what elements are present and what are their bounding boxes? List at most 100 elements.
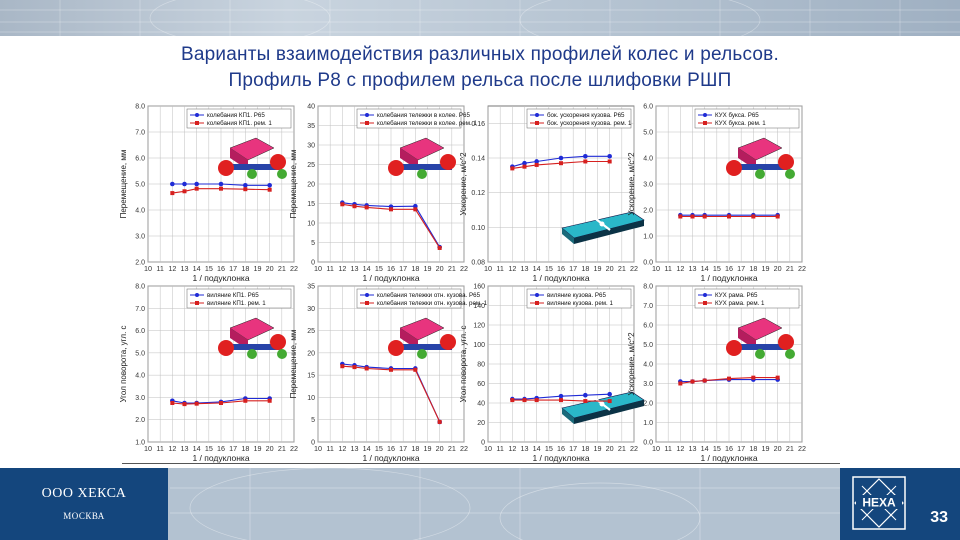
x-tick-label: 21 [786,444,794,453]
y-tick-label: 0 [311,440,315,447]
x-tick-label: 11 [326,444,333,453]
x-tick-label: 16 [387,444,395,453]
x-axis-label: 1 / подуклонка [532,453,589,463]
y-tick-label: 20 [307,182,315,189]
x-axis-label: 1 / подуклонка [192,273,249,283]
inset-car-body-picture [561,391,645,424]
bogie-wheel-hub [417,169,427,179]
x-tick-label: 21 [618,264,626,273]
x-tick-label: 18 [749,444,757,453]
y-tick-label: 0.10 [471,225,485,232]
series-2-point [690,214,695,219]
x-tick-label: 20 [436,264,444,273]
legend-entry-label: бок. ускорения кузова. рем. 1 [547,120,632,127]
x-tick-label: 10 [144,264,152,273]
series-1-point [170,181,175,187]
bogie-wheel-left [726,160,742,176]
series-2-point [522,164,527,169]
legend: колебания тележки в колее. Р65колебания … [356,108,477,129]
y-tick-label: 4.0 [643,156,653,163]
y-tick-label: 3.0 [135,395,145,402]
series-2-point [364,205,369,210]
x-tick-label: 21 [786,264,794,273]
legend-box [356,108,462,129]
x-tick-label: 20 [606,444,614,453]
x-tick-label: 22 [290,264,298,273]
x-tick-label: 15 [205,444,213,453]
legend-swatch-marker [535,301,539,305]
x-tick-label: 22 [290,444,298,453]
series-2-point [267,187,272,192]
y-tick-label: 0.0 [643,440,653,447]
x-tick-label: 11 [496,264,503,273]
x-tick-label: 22 [460,444,468,453]
car-body-axis-point [599,221,605,227]
x-tick-label: 16 [387,264,395,273]
y-tick-label: 2.0 [135,417,145,424]
series-2-point [243,187,248,192]
car-body-underframe [574,400,644,424]
x-tick-label: 16 [217,444,225,453]
chart-panel-6: 10 11 12 13 14 15 16 17 18 19 20 21 22 0 5 10 15 20 25 30 35… [289,284,488,464]
x-tick-label: 16 [725,444,733,453]
x-tick-label: 17 [569,264,577,273]
legend-swatch-marker [195,301,199,305]
legend-entry-label: КУХ рама. рем. 1 [715,300,765,307]
series-2-point [775,214,780,219]
y-tick-label: 15 [307,201,315,208]
x-tick-label: 17 [229,264,237,273]
series-1-point [243,183,248,188]
series-1-point [607,153,612,159]
y-tick-label: 25 [307,162,315,169]
x-tick-label: 14 [533,264,541,273]
x-tick-label: 20 [266,444,274,453]
x-tick-label: 16 [217,264,225,273]
legend-swatch-marker [703,113,707,117]
series-2-point [243,398,248,403]
y-tick-label: 6.0 [135,156,145,163]
series-2-point [583,159,588,164]
bogie-axle-box [785,169,795,179]
legend-entry-label: виляние КП1. Р65 [207,292,259,299]
chart-panel-2: 10 11 12 13 14 15 16 17 18 19 20 21 22 0 5 10 15 20 25 30 35… [289,104,477,284]
legend-box [186,288,292,309]
x-axis-label: 1 / подуклонка [362,453,419,463]
series-2-point [727,214,731,219]
series-2-point [389,207,393,212]
legend-swatch-marker [703,121,707,125]
series-2-point [559,161,563,166]
slide-title-line2: Профиль Р8 с профилем рельса после шлифо… [228,70,732,91]
x-tick-label: 20 [436,444,444,453]
series-line-2 [172,400,270,405]
legend-swatch-marker [703,301,707,305]
x-tick-label: 15 [713,264,721,273]
y-tick-label: 0.12 [471,190,485,197]
legend-swatch-marker [535,121,539,125]
y-tick-label: 5 [311,417,315,424]
x-tick-label: 13 [689,264,697,273]
y-tick-label: 1.0 [643,234,653,241]
legend-entry-label: виляние кузова. Р65 [547,292,606,299]
x-tick-label: 16 [557,264,565,273]
series-2-point [702,214,707,219]
x-axis-label: 1 / подуклонка [192,453,249,463]
y-tick-label: 40 [307,104,315,111]
header-drawing-pattern [0,0,960,36]
x-tick-label: 14 [193,444,201,453]
legend-box [526,288,632,309]
series-2-point [219,401,223,405]
legend-swatch-marker [365,113,369,117]
y-tick-label: 7.0 [643,303,653,310]
x-tick-label: 15 [713,444,721,453]
x-tick-label: 14 [701,444,709,453]
y-tick-label: 35 [307,123,315,130]
y-axis-label: Угол поворота, угл. с [119,325,128,402]
x-tick-label: 10 [484,444,492,453]
x-tick-label: 18 [241,264,249,273]
y-tick-label: 60 [477,381,485,388]
x-tick-label: 19 [762,444,770,453]
series-2-point [364,366,369,371]
series-2-point [607,159,612,164]
